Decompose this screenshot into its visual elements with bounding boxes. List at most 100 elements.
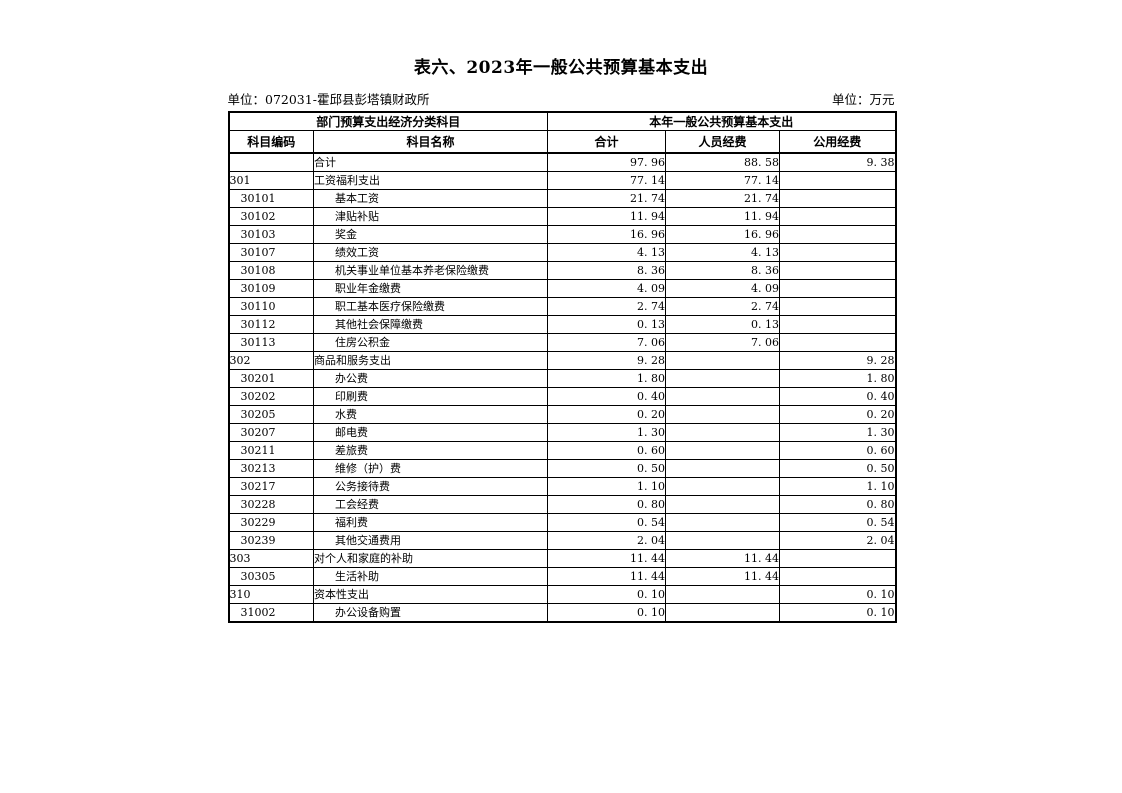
public-cell: 0. 40 — [779, 387, 897, 406]
unit-right-label: 单位：万元 — [831, 92, 895, 107]
public-cell: 0. 54 — [779, 513, 897, 532]
total-cell: 8. 36 — [547, 261, 667, 280]
code-cell: 303 — [228, 549, 314, 568]
personnel-cell: 4. 09 — [665, 279, 781, 298]
public-cell: 0. 10 — [779, 603, 897, 623]
total-cell: 11. 94 — [547, 207, 667, 226]
code-cell: 30201 — [228, 369, 314, 388]
public-cell — [779, 279, 897, 298]
total-cell: 0. 20 — [547, 405, 667, 424]
name-cell: 其他社会保障缴费 — [312, 315, 549, 334]
name-cell: 生活补助 — [312, 567, 549, 586]
table-row: 合计 97. 96 88. 58 9. 38 — [228, 152, 897, 172]
col-header-code: 科目编码 — [228, 130, 314, 154]
total-cell: 0. 80 — [547, 495, 667, 514]
col-header-personnel: 人员经费 — [665, 130, 781, 154]
personnel-cell: 21. 74 — [665, 189, 781, 208]
public-cell: 0. 60 — [779, 441, 897, 460]
total-cell: 77. 14 — [547, 171, 667, 190]
name-cell: 职工基本医疗保险缴费 — [312, 297, 549, 316]
name-cell: 水费 — [312, 405, 549, 424]
name-cell: 奖金 — [312, 225, 549, 244]
code-cell: 30102 — [228, 207, 314, 226]
public-cell: 1. 80 — [779, 369, 897, 388]
name-cell: 福利费 — [312, 513, 549, 532]
personnel-cell: 88. 58 — [665, 152, 781, 172]
table-header: 部门预算支出经济分类科目 本年一般公共预算基本支出 科目编码 科目名称 合计 人… — [227, 111, 897, 154]
total-cell: 97. 96 — [547, 152, 667, 172]
code-cell: 30107 — [228, 243, 314, 262]
table-row: 30103 奖金 16. 96 16. 96 — [228, 225, 897, 244]
code-cell: 30101 — [228, 189, 314, 208]
table-row: 30213 维修（护）费 0. 50 0. 50 — [228, 459, 897, 478]
code-cell: 30305 — [228, 567, 314, 586]
table-row: 30108 机关事业单位基本养老保险缴费 8. 36 8. 36 — [228, 261, 897, 280]
total-cell: 1. 80 — [547, 369, 667, 388]
code-cell: 30211 — [228, 441, 314, 460]
table-row: 30217 公务接待费 1. 10 1. 10 — [228, 477, 897, 496]
name-cell: 合计 — [312, 152, 549, 172]
name-cell: 基本工资 — [312, 189, 549, 208]
public-cell — [779, 171, 897, 190]
unit-left-label: 单位：072031-霍邱县彭塔镇财政所 — [227, 92, 430, 107]
name-cell: 机关事业单位基本养老保险缴费 — [312, 261, 549, 280]
name-cell: 邮电费 — [312, 423, 549, 442]
public-cell — [779, 333, 897, 352]
group-header-left: 部门预算支出经济分类科目 — [227, 111, 549, 131]
table-row: 30107 绩效工资 4. 13 4. 13 — [228, 243, 897, 262]
code-cell: 310 — [228, 585, 314, 604]
personnel-cell: 11. 44 — [665, 549, 781, 568]
table-row: 30239 其他交通费用 2. 04 2. 04 — [228, 531, 897, 550]
code-cell: 30108 — [228, 261, 314, 280]
col-header-public: 公用经费 — [779, 130, 897, 154]
name-cell: 维修（护）费 — [312, 459, 549, 478]
name-cell: 职业年金缴费 — [312, 279, 549, 298]
personnel-cell: 2. 74 — [665, 297, 781, 316]
total-cell: 16. 96 — [547, 225, 667, 244]
total-cell: 0. 10 — [547, 603, 667, 623]
public-cell — [779, 315, 897, 334]
table-row: 301 工资福利支出 77. 14 77. 14 — [228, 171, 897, 190]
table-row: 30205 水费 0. 20 0. 20 — [228, 405, 897, 424]
page-title: 表六、2023年一般公共预算基本支出 — [413, 58, 709, 78]
name-cell: 津贴补贴 — [312, 207, 549, 226]
total-cell: 0. 54 — [547, 513, 667, 532]
name-cell: 绩效工资 — [312, 243, 549, 262]
public-cell — [779, 189, 897, 208]
table-row: 30211 差旅费 0. 60 0. 60 — [228, 441, 897, 460]
table-row: 30229 福利费 0. 54 0. 54 — [228, 513, 897, 532]
public-cell — [779, 549, 897, 568]
personnel-cell: 16. 96 — [665, 225, 781, 244]
public-cell — [779, 207, 897, 226]
document-content: 单位：072031-霍邱县彭塔镇财政所 单位：万元 部门预算支出经济分类科目 本… — [227, 92, 897, 623]
code-cell: 30239 — [228, 531, 314, 550]
code-cell: 30109 — [228, 279, 314, 298]
name-cell: 其他交通费用 — [312, 531, 549, 550]
total-cell: 21. 74 — [547, 189, 667, 208]
name-cell: 工会经费 — [312, 495, 549, 514]
code-cell: 30229 — [228, 513, 314, 532]
total-cell: 4. 13 — [547, 243, 667, 262]
personnel-cell: 4. 13 — [665, 243, 781, 262]
col-header-name: 科目名称 — [312, 130, 549, 154]
table-row: 30109 职业年金缴费 4. 09 4. 09 — [228, 279, 897, 298]
public-cell — [779, 567, 897, 586]
personnel-cell — [665, 459, 781, 478]
personnel-cell — [665, 513, 781, 532]
public-cell: 0. 80 — [779, 495, 897, 514]
total-cell: 1. 30 — [547, 423, 667, 442]
name-cell: 住房公积金 — [312, 333, 549, 352]
code-cell — [228, 152, 314, 172]
column-header-row: 科目编码 科目名称 合计 人员经费 公用经费 — [228, 130, 897, 154]
public-cell: 0. 50 — [779, 459, 897, 478]
public-cell: 0. 20 — [779, 405, 897, 424]
public-cell: 1. 30 — [779, 423, 897, 442]
table-row: 30110 职工基本医疗保险缴费 2. 74 2. 74 — [228, 297, 897, 316]
code-cell: 30110 — [228, 297, 314, 316]
total-cell: 0. 40 — [547, 387, 667, 406]
code-cell: 302 — [228, 351, 314, 370]
total-cell: 0. 13 — [547, 315, 667, 334]
name-cell: 对个人和家庭的补助 — [312, 549, 549, 568]
table-row: 30201 办公费 1. 80 1. 80 — [228, 369, 897, 388]
public-cell — [779, 261, 897, 280]
